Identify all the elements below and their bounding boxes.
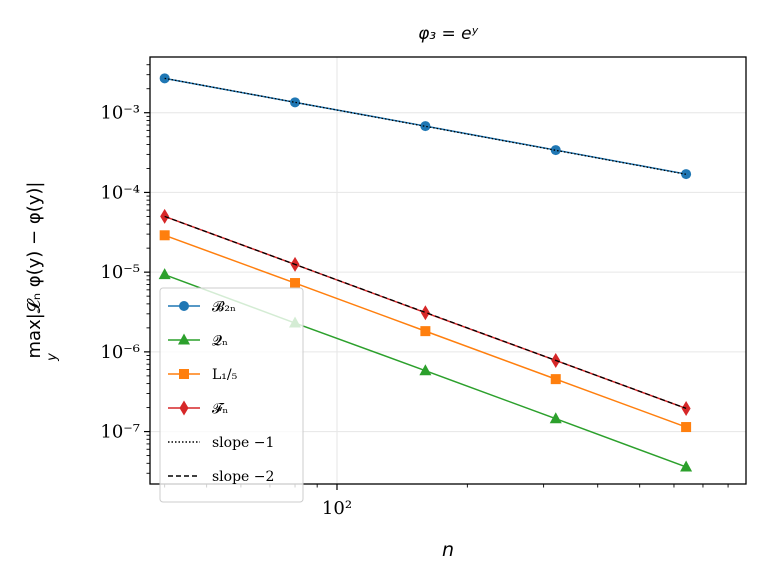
legend-label: 𝓑₂ₙ (212, 299, 236, 315)
series-2 (159, 230, 692, 433)
y-tick-label: 10⁻⁴ (100, 182, 140, 203)
data-point (158, 268, 171, 280)
axis-ticks: 10⁻⁷ 10⁻⁶ 10⁻⁵ 10⁻⁴ 10⁻³ 10² (100, 64, 729, 519)
data-point (290, 97, 301, 108)
y-axis-label: max|𝓛ₙ φ(y) − φ(y)| y (24, 182, 60, 362)
data-point (681, 400, 691, 416)
legend-marker (179, 301, 189, 311)
x-axis-label: n (442, 539, 454, 561)
y-axis-label-subscript: y (45, 353, 60, 362)
data-point (420, 326, 431, 337)
legend-marker (179, 369, 189, 379)
chart-title: φ₃ = eʸ (418, 24, 479, 44)
y-tick-label: 10⁻⁶ (100, 342, 140, 363)
legend-label: 𝓕ₙ (212, 401, 228, 417)
data-point (290, 278, 301, 289)
legend-marker (179, 400, 189, 416)
legend-label: L₁/₅ (212, 367, 238, 383)
y-tick-label: 10⁻³ (100, 103, 140, 124)
legend-entry: L₁/₅ (168, 367, 238, 383)
data-point (681, 169, 692, 180)
data-point (681, 422, 692, 433)
data-point (680, 460, 693, 472)
y-tick-label: 10⁻⁵ (100, 262, 140, 283)
legend-label: slope −2 (212, 469, 274, 485)
data-point (159, 230, 170, 241)
series-layer (158, 73, 693, 472)
series-5 (164, 215, 687, 410)
reference-line (164, 77, 687, 175)
data-point (420, 305, 430, 321)
data-point (550, 374, 561, 385)
legend-entry: 𝓕ₙ (168, 400, 228, 417)
legend-entry: 𝓑₂ₙ (168, 299, 236, 315)
legend-entry: slope −1 (168, 435, 274, 451)
legend-label: 𝓠ₙ (212, 333, 228, 349)
series-4 (164, 77, 687, 175)
legend: 𝓑₂ₙ 𝓠ₙ L₁/₅ 𝓕ₙ slope −1 slope −2 (159, 287, 304, 503)
x-tick-label: 10² (322, 498, 352, 519)
y-tick-label: 10⁻⁷ (100, 422, 140, 443)
legend-label: slope −1 (212, 435, 274, 451)
data-point (549, 412, 562, 424)
legend-entry: 𝓠ₙ (168, 333, 228, 349)
legend-entry: slope −2 (168, 469, 274, 485)
reference-line (164, 215, 687, 410)
data-point (420, 121, 431, 132)
y-axis-label-text: max|𝓛ₙ φ(y) − φ(y)| (24, 182, 45, 359)
legend-marker (178, 333, 190, 345)
data-point (419, 364, 432, 376)
plot-frame (149, 56, 747, 485)
data-point (550, 145, 561, 156)
legend-box (159, 287, 304, 503)
